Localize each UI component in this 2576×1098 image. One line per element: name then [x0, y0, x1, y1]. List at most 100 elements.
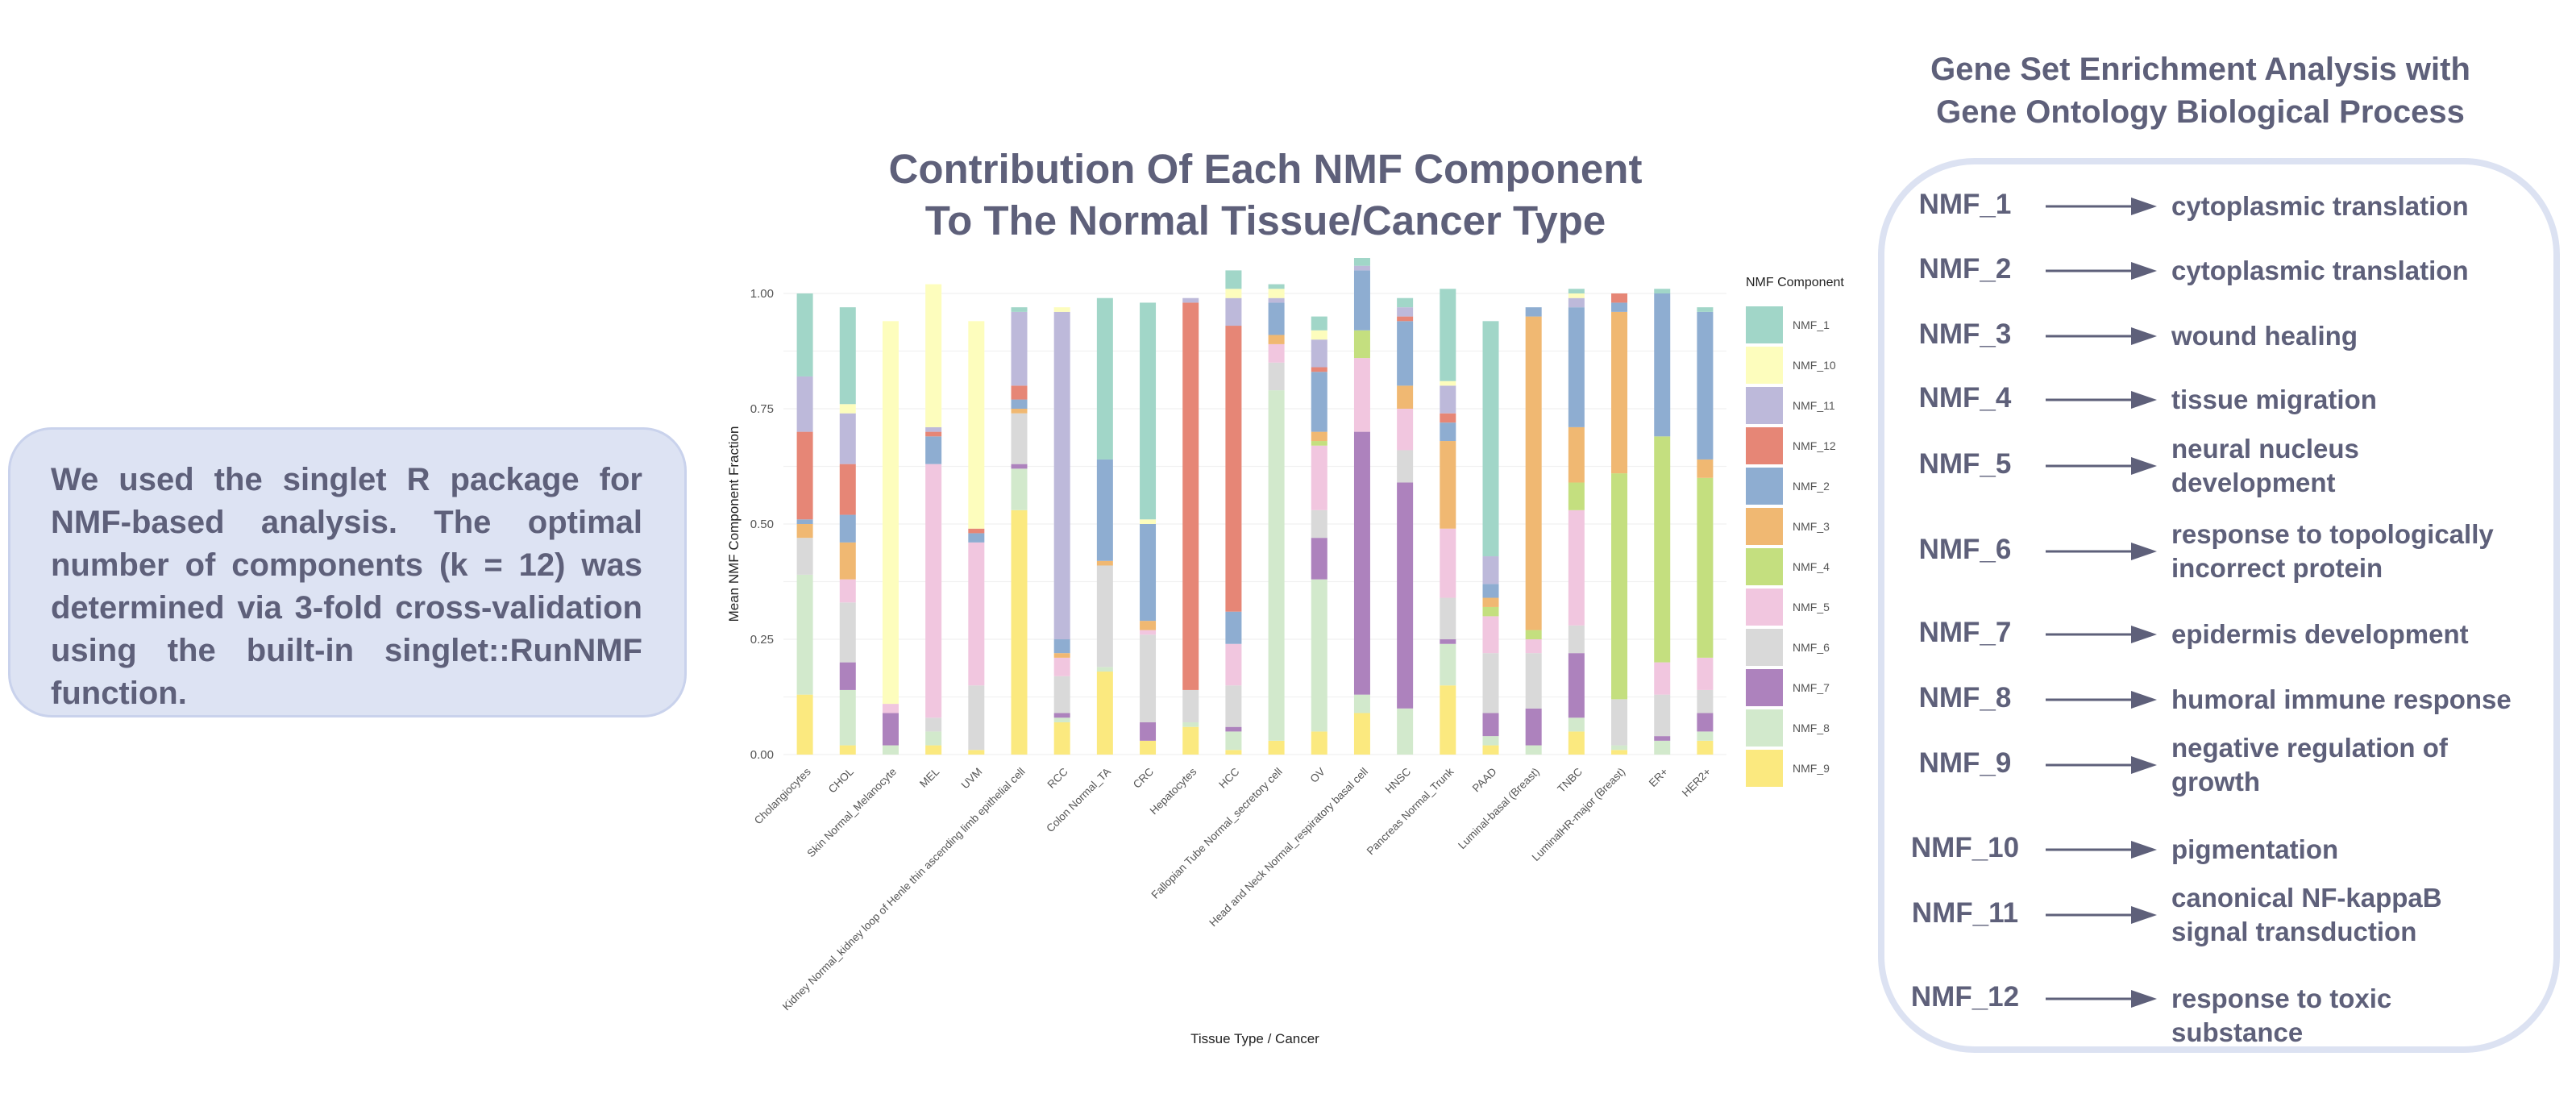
- bar-segment-nmf-6: [1182, 689, 1199, 722]
- bar-segment-nmf-3: [1440, 441, 1456, 529]
- bar-segment-nmf-12: [796, 431, 813, 520]
- bar-segment-nmf-4: [1482, 606, 1499, 617]
- bar-segment-nmf-12: [968, 528, 985, 534]
- legend-title: NMF Component: [1746, 276, 1844, 289]
- bar-segment-nmf-8: [1525, 745, 1542, 755]
- gsea-go-term: wound healing: [2171, 319, 2526, 353]
- bar-segment-nmf-3: [796, 524, 813, 539]
- legend-swatch: [1746, 669, 1783, 706]
- bar-segment-nmf-3: [1525, 316, 1542, 630]
- gsea-component-label: NMF_3: [1918, 318, 2012, 350]
- bar-segment-nmf-2: [1482, 584, 1499, 598]
- bar-segment-nmf-11: [1311, 339, 1327, 368]
- legend-swatch: [1746, 508, 1783, 545]
- bar-segment-nmf-11: [1225, 297, 1242, 326]
- bar-segment-nmf-2: [1440, 422, 1456, 442]
- bar-segment-nmf-6: [1440, 597, 1456, 639]
- legend-swatch: [1746, 427, 1783, 464]
- legend-item: NMF_7: [1793, 681, 1830, 694]
- bar-segment-nmf-12: [925, 431, 942, 437]
- bar-segment-nmf-3: [1397, 385, 1414, 409]
- gsea-go-term-line: cytoplasmic translation: [2171, 191, 2469, 221]
- bar-segment-nmf-2: [1053, 639, 1070, 654]
- gsea-title: Gene Set Enrichment Analysis with Gene O…: [1878, 48, 2523, 134]
- bar-segment-nmf-5: [882, 704, 899, 713]
- bar-segment-nmf-10: [968, 321, 985, 529]
- bar-segment-nmf-8: [1397, 708, 1414, 755]
- bar-segment-nmf-11: [1440, 385, 1456, 414]
- bar-segment-nmf-7: [839, 662, 856, 690]
- bar-segment-nmf-2: [1225, 611, 1242, 644]
- x-tick-label: UVM: [959, 766, 985, 792]
- bar-segment-nmf-10: [1568, 293, 1585, 298]
- y-tick-label: 0.75: [750, 402, 774, 416]
- stacked-bar-chart: 0.00 0.25 0.50 0.75 1.00 Mean NMF Component F…: [726, 258, 1844, 1046]
- x-tick-label: Pancreas Normal_Trunk: [1365, 765, 1456, 857]
- gsea-go-term-line: neural nucleus: [2171, 434, 2359, 464]
- bar-segment-nmf-8: [1697, 731, 1714, 741]
- bar-segment-nmf-3: [1568, 426, 1585, 483]
- bar-segment-nmf-2: [925, 436, 942, 464]
- bar-segment-nmf-5: [968, 542, 985, 686]
- bar-segment-nmf-2: [968, 533, 985, 543]
- bar-segment-nmf-7: [1140, 722, 1157, 741]
- bar-segment-nmf-6: [1697, 689, 1714, 713]
- bar-segment-nmf-12: [1182, 302, 1199, 690]
- bar-segment-nmf-3: [1096, 560, 1113, 566]
- bar-segment-nmf-8: [1311, 579, 1327, 732]
- bar-segment-nmf-6: [1611, 699, 1628, 746]
- gsea-go-term-line: development: [2171, 468, 2336, 497]
- x-tick-label: CHOL: [826, 765, 856, 795]
- gsea-go-term: humoral immune response: [2171, 683, 2526, 717]
- right-arrow-icon: [2046, 543, 2157, 560]
- gsea-go-term-line: humoral immune response: [2171, 684, 2512, 714]
- bar-segment-nmf-8: [882, 745, 899, 755]
- bar-segment-nmf-2: [1096, 459, 1113, 561]
- legend-swatch: [1746, 629, 1783, 666]
- bar-segment-nmf-1: [1440, 289, 1456, 381]
- bar-segment-nmf-6: [1568, 625, 1585, 654]
- legend-swatch: [1746, 347, 1783, 384]
- bar-segment-nmf-11: [1182, 297, 1199, 303]
- bar-segment-nmf-5: [1697, 657, 1714, 690]
- gsea-go-term: pigmentation: [2171, 833, 2526, 867]
- bar-segment-nmf-9: [968, 750, 985, 755]
- bar-segment-nmf-10: [925, 284, 942, 427]
- gsea-go-term: neural nucleus development: [2171, 432, 2526, 500]
- bar-segment-nmf-5: [1440, 528, 1456, 598]
- gsea-go-term-line: response to toxic substance: [2171, 984, 2392, 1047]
- right-arrow-icon: [2046, 457, 2157, 475]
- y-tick-label: 0.25: [750, 633, 774, 647]
- gsea-go-term-line: growth: [2171, 767, 2260, 796]
- x-tick-label: HCC: [1216, 765, 1241, 790]
- bar-segment-nmf-2: [1611, 302, 1628, 312]
- right-arrow-icon: [2046, 691, 2157, 709]
- x-tick-label: TNBC: [1555, 765, 1585, 795]
- x-tick-label: RCC: [1045, 765, 1070, 790]
- bar-segment-nmf-8: [1053, 717, 1070, 722]
- gsea-go-term-line: response to topologically: [2171, 519, 2494, 549]
- x-tick-label: LuminalHR-major (Breast): [1530, 766, 1627, 863]
- bar-segment-nmf-1: [1011, 307, 1028, 312]
- bar-segment-nmf-2: [839, 514, 856, 543]
- bar-segment-nmf-2: [1568, 307, 1585, 427]
- bar-segment-nmf-7: [1397, 482, 1414, 709]
- bar-segment-nmf-7: [1440, 639, 1456, 644]
- gsea-component-label: NMF_7: [1918, 617, 2012, 648]
- bar-segment-nmf-8: [839, 689, 856, 746]
- bar-segment-nmf-8: [925, 731, 942, 746]
- bar-segment-nmf-1: [1268, 284, 1285, 289]
- bar-segment-nmf-1: [796, 293, 813, 376]
- bar-segment-nmf-9: [925, 745, 942, 755]
- gsea-component-label: NMF_6: [1918, 534, 2012, 565]
- bar-segment-nmf-2: [1353, 270, 1370, 331]
- x-tick-label: MEL: [917, 765, 942, 790]
- bar-segment-nmf-7: [1654, 736, 1671, 741]
- bar-segment-nmf-10: [1140, 519, 1157, 524]
- gsea-go-term-line: cytoplasmic translation: [2171, 256, 2469, 285]
- legend-item: NMF_2: [1793, 480, 1830, 493]
- right-arrow-icon: [2046, 990, 2157, 1008]
- x-tick-label: CRC: [1131, 765, 1156, 790]
- bar-segment-nmf-12: [1611, 293, 1628, 303]
- gsea-go-term: cytoplasmic translation: [2171, 254, 2526, 288]
